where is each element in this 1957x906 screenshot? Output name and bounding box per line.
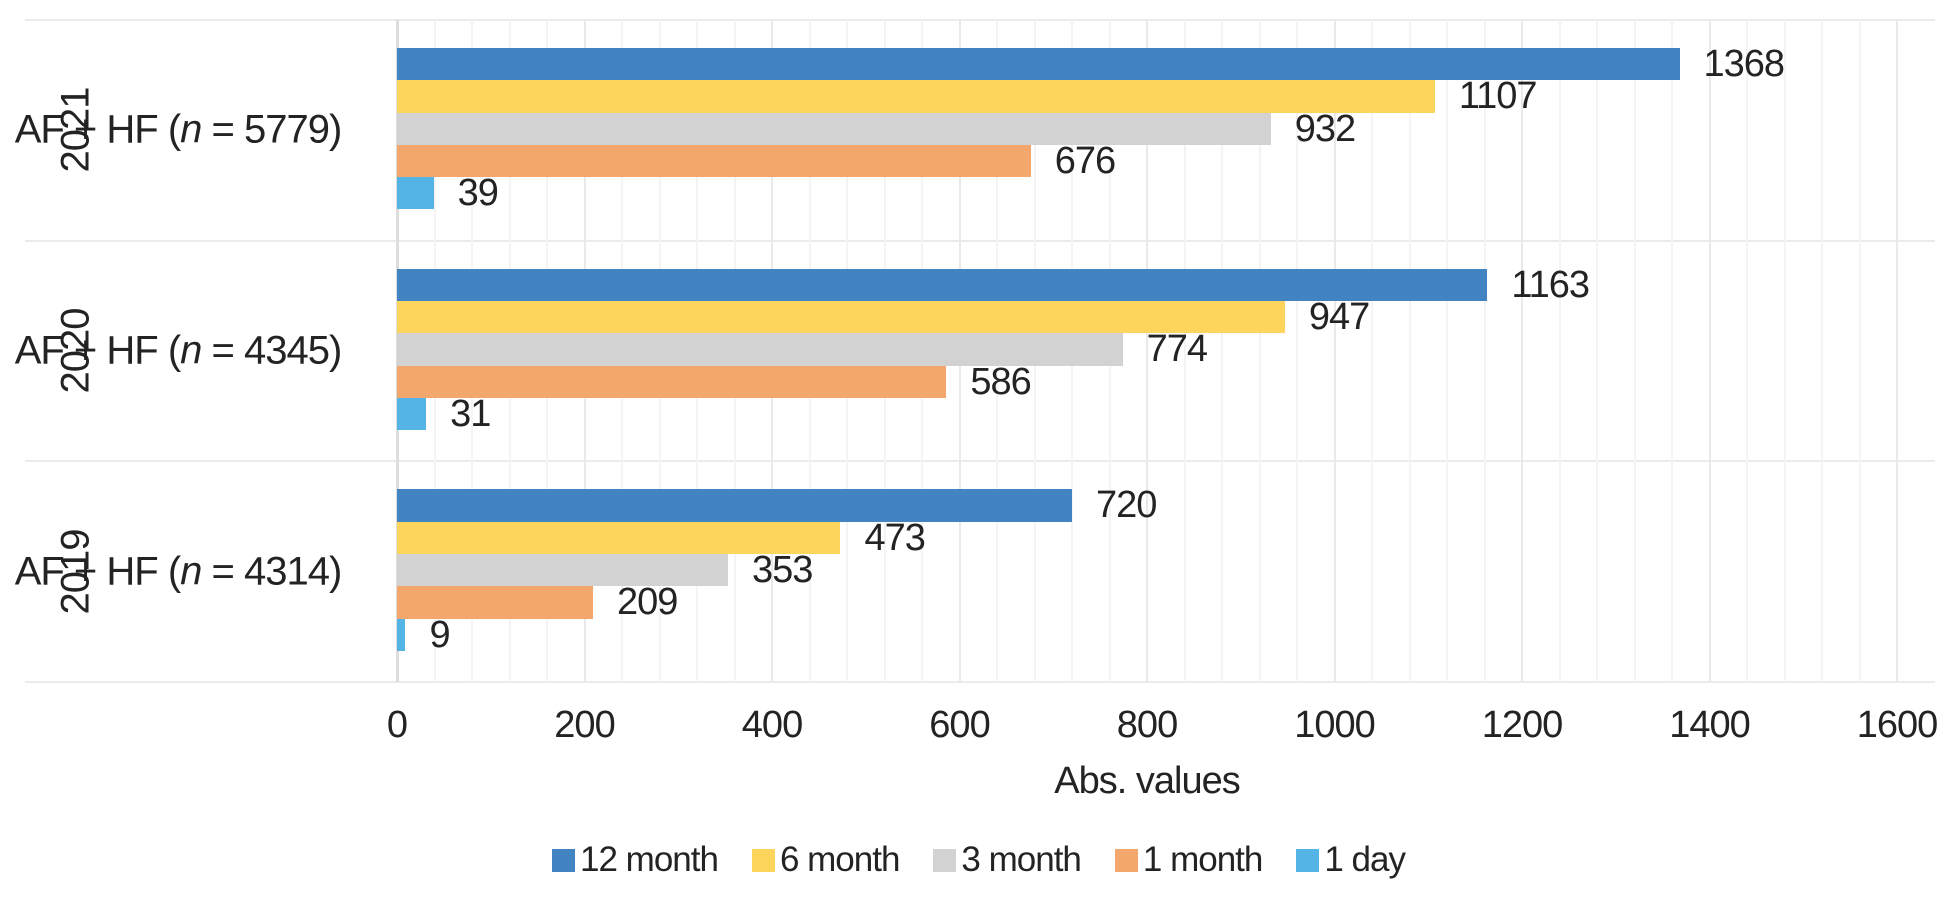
- value-label: 1163: [1511, 263, 1590, 306]
- bar-12-month: [397, 489, 1072, 522]
- value-label: 720: [1096, 484, 1157, 527]
- legend-label: 3 month: [961, 840, 1081, 879]
- value-label: 947: [1308, 295, 1370, 338]
- value-label: 932: [1294, 107, 1356, 150]
- gridline: [1146, 20, 1148, 682]
- gridline: [1333, 20, 1336, 682]
- x-tick-label: 1600: [1856, 704, 1939, 746]
- legend-item: 12 month: [552, 840, 719, 880]
- legend-item: 6 month: [751, 840, 900, 880]
- x-tick-label: 200: [554, 704, 615, 746]
- value-label: 1368: [1703, 43, 1786, 85]
- x-tick-label: 1400: [1669, 704, 1751, 746]
- legend-label: 12 month: [580, 840, 719, 879]
- bar-1-day: [397, 177, 434, 210]
- legend-swatch: [1296, 848, 1320, 872]
- x-tick-label: 0: [386, 704, 408, 746]
- category-label: AF + HF (n = 4314): [14, 549, 343, 594]
- gridline: [1558, 20, 1561, 682]
- bar-1-day: [397, 397, 427, 431]
- gridline: [1671, 20, 1673, 682]
- gridline: [1183, 20, 1186, 682]
- gridline: [1521, 20, 1523, 682]
- value-label: 586: [970, 360, 1031, 403]
- gridline: [1821, 20, 1823, 682]
- legend-label: 1 month: [1142, 840, 1263, 879]
- gridline: [1746, 20, 1748, 682]
- legend-item: 3 month: [933, 840, 1082, 880]
- gridline: [1483, 20, 1486, 682]
- bar-1-month: [397, 586, 593, 619]
- x-tick-label: 800: [1116, 704, 1178, 746]
- gridline: [1371, 20, 1373, 682]
- gridline: [1296, 20, 1298, 682]
- gridline: [1858, 20, 1861, 682]
- legend-item: 1 day: [1296, 840, 1406, 880]
- bar-3-month: [397, 112, 1271, 145]
- legend-swatch: [751, 848, 775, 872]
- category-label: AF + HF (n = 5779): [14, 107, 343, 152]
- gridline: [1221, 20, 1223, 682]
- bar-3-month: [397, 553, 728, 587]
- bar-6-month: [397, 521, 841, 554]
- x-tick-label: 1000: [1294, 704, 1376, 746]
- bar-1-day: [397, 618, 406, 651]
- gridline: [1633, 20, 1636, 682]
- gridline: [1408, 20, 1411, 682]
- legend-item: 1 month: [1114, 840, 1263, 880]
- value-label: 353: [751, 548, 813, 591]
- group-divider: [25, 239, 1935, 242]
- bar-6-month: [397, 80, 1435, 113]
- gridline: [1708, 20, 1711, 682]
- bar-6-month: [397, 300, 1285, 334]
- value-label: 9: [429, 613, 450, 656]
- bar-12-month: [397, 268, 1488, 301]
- gridline: [1596, 20, 1598, 682]
- legend-swatch: [1114, 848, 1138, 872]
- legend-label: 6 month: [779, 840, 900, 879]
- bar-3-month: [397, 333, 1123, 366]
- value-label: 39: [457, 172, 499, 215]
- group-divider: [25, 681, 1935, 683]
- bar-12-month: [397, 48, 1680, 81]
- gridline: [1446, 20, 1448, 682]
- value-label: 209: [616, 581, 678, 624]
- gridline: [1896, 20, 1898, 682]
- legend-swatch: [933, 848, 957, 872]
- value-label: 473: [864, 516, 925, 559]
- legend-label: 1 day: [1324, 840, 1406, 879]
- legend-swatch: [552, 848, 576, 872]
- x-tick-label: 400: [741, 704, 803, 746]
- x-axis-title: Abs. values: [1054, 760, 1240, 802]
- bar-1-month: [397, 365, 947, 398]
- value-label: 1107: [1458, 75, 1538, 118]
- group-divider: [25, 19, 1935, 21]
- category-label: AF + HF (n = 4345): [14, 328, 343, 373]
- gridline: [1783, 20, 1786, 682]
- x-tick-label: 1200: [1481, 704, 1564, 746]
- legend: 12 month 6 month 3 month 1 month 1 day: [0, 840, 1957, 880]
- x-tick-label: 600: [929, 704, 990, 746]
- value-label: 31: [450, 392, 491, 435]
- bar-1-month: [397, 144, 1031, 178]
- value-label: 676: [1054, 139, 1116, 182]
- value-label: 774: [1146, 328, 1208, 371]
- group-divider: [25, 460, 1935, 463]
- gridline: [1258, 20, 1261, 682]
